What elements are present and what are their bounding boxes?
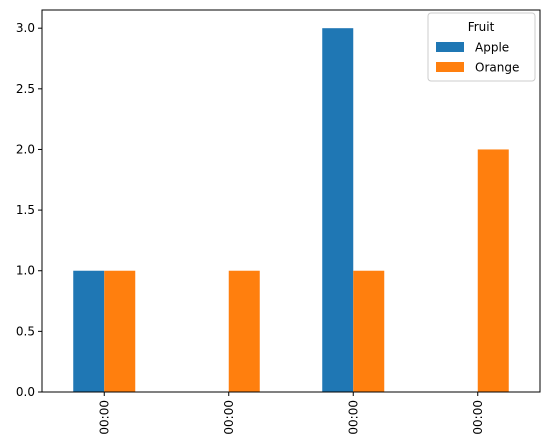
- y-tick-label: 0.5: [16, 324, 35, 338]
- bar-apple-2: [322, 28, 353, 392]
- y-tick-label: 3.0: [16, 21, 35, 35]
- bars-layer: [73, 28, 509, 392]
- bar-apple-0: [73, 271, 104, 392]
- x-tick-label: 00:00: [471, 400, 485, 435]
- x-tick-label: 00:00: [346, 400, 360, 435]
- bar-orange-2: [353, 271, 384, 392]
- bar-orange-3: [478, 149, 509, 392]
- y-tick-label: 0.0: [16, 385, 35, 399]
- legend: Fruit Apple Orange: [428, 13, 535, 81]
- x-axis: 00:00 00:00 00:00 00:00: [97, 392, 485, 435]
- legend-swatch-orange: [436, 62, 464, 72]
- x-tick-label: 00:00: [222, 400, 236, 435]
- legend-title: Fruit: [468, 20, 495, 34]
- x-tick-label: 00:00: [97, 400, 111, 435]
- y-tick-label: 1.5: [16, 203, 35, 217]
- y-tick-label: 2.5: [16, 82, 35, 96]
- bar-orange-0: [104, 271, 135, 392]
- y-tick-label: 1.0: [16, 264, 35, 278]
- legend-label-apple: Apple: [475, 41, 509, 55]
- y-tick-label: 2.0: [16, 142, 35, 156]
- bar-orange-1: [229, 271, 260, 392]
- legend-label-orange: Orange: [475, 61, 519, 75]
- y-axis: 0.0 0.5 1.0 1.5 2.0 2.5 3.0: [16, 21, 42, 399]
- legend-swatch-apple: [436, 42, 464, 52]
